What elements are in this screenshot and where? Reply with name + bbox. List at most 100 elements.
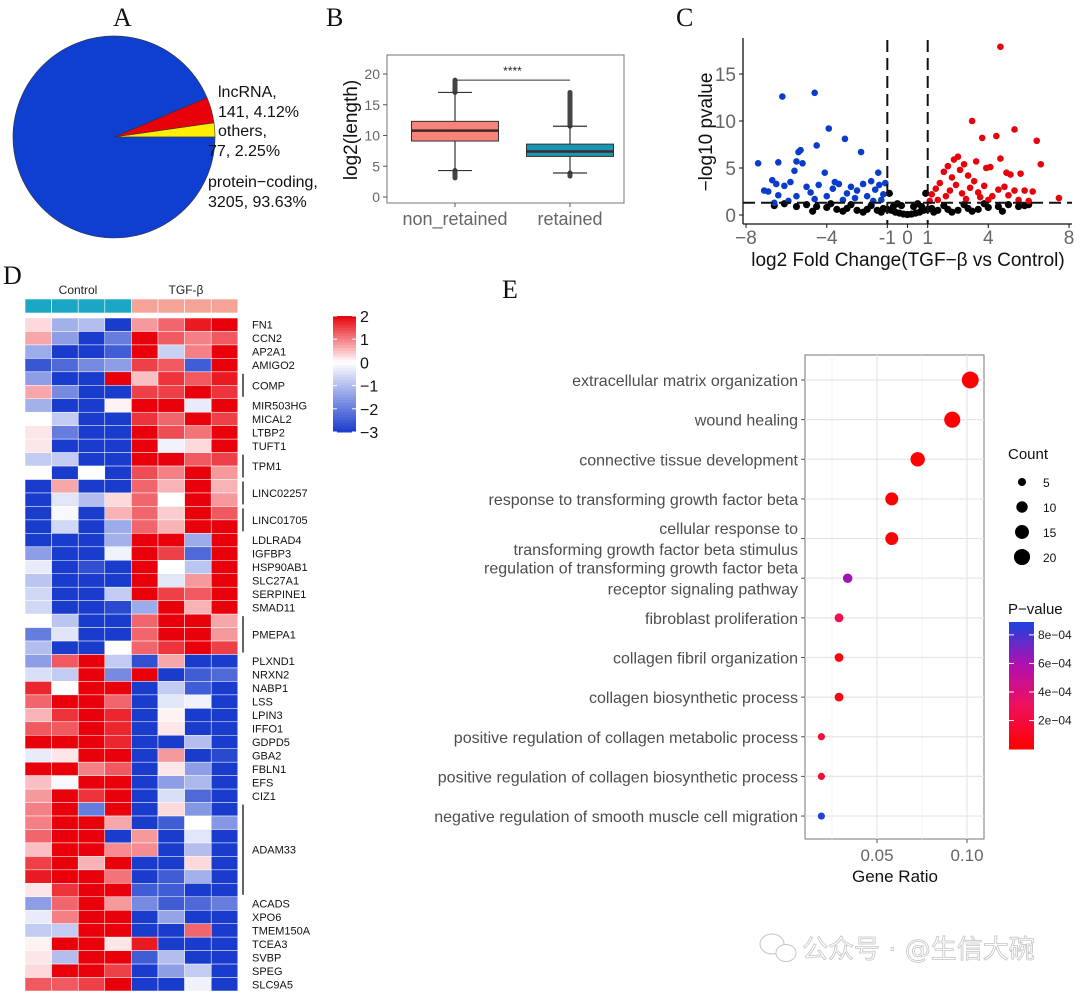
- volcano-point-down: [874, 169, 882, 176]
- gene-group-label: PMEPA1: [252, 629, 296, 641]
- heatmap-cell: [24, 883, 52, 898]
- heatmap-cell: [104, 317, 132, 332]
- volcano-point-down: [795, 148, 802, 156]
- heatmap-cell: [157, 869, 185, 884]
- heatmap-cell: [24, 950, 52, 965]
- heatmap-cell: [51, 977, 79, 992]
- heatmap-cell: [131, 385, 159, 400]
- volcano-point-down: [813, 142, 820, 149]
- heatmap-cell: [157, 815, 185, 830]
- heatmap-colorbar-segment: [333, 365, 356, 369]
- heatmap-cell: [210, 721, 239, 736]
- heatmap-cell: [157, 748, 185, 763]
- heatmap-cell: [184, 344, 212, 359]
- heatmap-cell: [51, 425, 79, 440]
- heatmap-cell: [104, 788, 132, 803]
- gene-label: SVBP: [252, 952, 281, 964]
- heatmap-cell: [104, 465, 132, 480]
- gene-label: LPIN3: [252, 710, 283, 722]
- heatmap-cell: [184, 358, 212, 373]
- volcano-point-up: [1005, 191, 1012, 199]
- heatmap-cell: [157, 438, 185, 453]
- heatmap-cell: [210, 452, 239, 467]
- volcano-point-down: [811, 195, 818, 203]
- gene-label: AP2A1: [252, 347, 286, 359]
- panel-letter-d: D: [3, 261, 22, 290]
- heatmap-cell: [210, 519, 239, 534]
- volcano-point-down: [851, 194, 859, 202]
- heatmap-cell: [157, 573, 185, 588]
- heatmap-cell: [157, 681, 185, 696]
- heatmap-cell: [24, 317, 52, 332]
- volcano-point-down: [803, 183, 810, 191]
- heatmap-cell: [104, 896, 132, 911]
- heatmap-cell: [51, 708, 79, 723]
- pie-value-protein-coding: 3205, 93.63%: [208, 194, 307, 211]
- volcano-point-not-significant: [918, 202, 926, 211]
- heatmap-cell: [24, 640, 52, 655]
- watermark: 公众号 · @生信大碗: [759, 933, 1035, 965]
- volcano-point-up: [950, 156, 958, 163]
- heatmap-cell: [77, 627, 106, 642]
- heatmap-colorbar-segment: [333, 327, 356, 331]
- heatmap-cell: [210, 775, 239, 790]
- volcano-point-not-significant: [859, 208, 867, 216]
- heatmap-cell: [24, 506, 52, 521]
- pvalue-colorbar-segment: [1009, 701, 1034, 706]
- heatmap-cell: [104, 640, 132, 655]
- gene-label: MIR503HG: [252, 400, 307, 412]
- heatmap-cell: [131, 546, 159, 561]
- heatmap-colorbar-segment: [333, 394, 356, 398]
- heatmap-cell: [104, 735, 132, 749]
- heatmap-cell: [104, 573, 132, 588]
- volcano-point-up: [1011, 187, 1018, 194]
- heatmap-cell: [77, 909, 106, 924]
- volcano-point-down: [841, 135, 849, 143]
- go-term-label: response to transforming growth factor b…: [489, 492, 799, 509]
- column-group-tgf: TGF-β: [169, 283, 204, 297]
- gene-label: LTBP2: [252, 427, 285, 439]
- heatmap-cell: [51, 721, 79, 736]
- volcano-point-up: [936, 179, 944, 187]
- volcano-point-up: [993, 132, 1000, 140]
- heatmap-cell: [104, 923, 132, 938]
- gene-label: XPO6: [252, 912, 281, 924]
- go-term-label: collagen biosynthetic process: [589, 690, 798, 707]
- heatmap-cell: [104, 977, 132, 992]
- significance-label: ****: [503, 64, 522, 78]
- volcano-point-up: [980, 182, 988, 190]
- heatmap-cell: [131, 788, 159, 803]
- heatmap-cell: [210, 977, 239, 992]
- column-annotation-Control: [24, 298, 52, 314]
- gene-label: ACADS: [252, 899, 290, 911]
- count-legend-dot: [1017, 477, 1027, 487]
- heatmap-cell: [131, 735, 159, 749]
- volcano-point-not-significant: [792, 202, 801, 211]
- volcano-point-not-significant: [930, 208, 938, 216]
- pvalue-colorbar-segment: [1009, 723, 1034, 728]
- heatmap-cell: [210, 654, 239, 669]
- heatmap-cell: [210, 963, 239, 978]
- heatmap-cell: [51, 775, 79, 790]
- volcano-point-up: [1017, 170, 1024, 177]
- heatmap-cell: [77, 829, 106, 844]
- heatmap-cell: [77, 788, 106, 803]
- column-annotation-TGF-β: [210, 298, 239, 314]
- pvalue-colorbar-segment: [1009, 695, 1034, 699]
- heatmap-cell: [51, 761, 79, 776]
- volcano-point-up: [948, 174, 956, 181]
- heatmap-colorbar-segment: [333, 414, 356, 418]
- heatmap-cell: [157, 546, 185, 561]
- volcano-point-up: [932, 185, 940, 192]
- heatmap-cell: [131, 950, 159, 965]
- heatmap-cell: [184, 815, 212, 830]
- heatmap-cell: [131, 425, 159, 440]
- go-term-dot: [885, 492, 899, 506]
- heatmap-cell: [131, 331, 159, 346]
- heatmap-cell: [184, 883, 212, 898]
- volcano-y-axis-title: −log10 pvalue: [696, 73, 717, 192]
- volcano-point-not-significant: [813, 202, 821, 211]
- gene-label: HSP90AB1: [252, 562, 308, 574]
- pvalue-colorbar-segment: [1009, 726, 1034, 731]
- heatmap-cell: [51, 573, 79, 588]
